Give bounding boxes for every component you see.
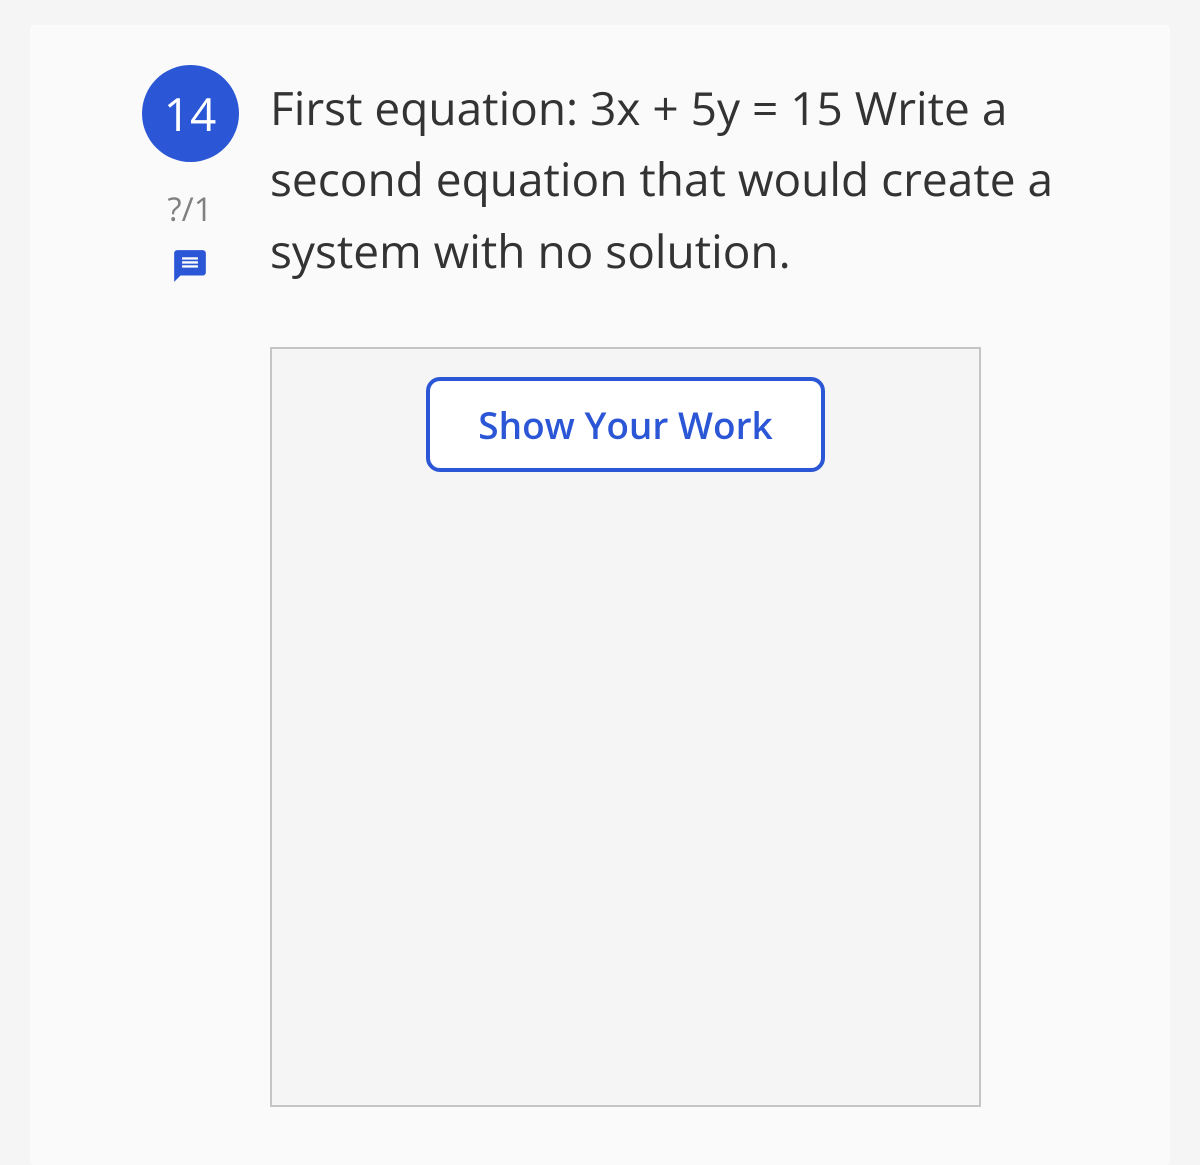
question-content-column: First equation: 3x + 5y = 15 Write a sec… bbox=[270, 65, 1110, 1107]
question-number: 14 bbox=[164, 83, 217, 145]
question-text: First equation: 3x + 5y = 15 Write a sec… bbox=[270, 73, 1110, 287]
question-card: 14 ?/1 First equation: 3x + 5y = 15 Writ… bbox=[30, 25, 1170, 1165]
question-number-badge: 14 bbox=[142, 65, 239, 162]
question-score: ?/1 bbox=[167, 186, 212, 231]
work-area[interactable]: Show Your Work bbox=[270, 347, 981, 1107]
question-container: 14 ?/1 First equation: 3x + 5y = 15 Writ… bbox=[140, 65, 1110, 1107]
show-work-button[interactable]: Show Your Work bbox=[426, 377, 825, 472]
question-meta-column: 14 ?/1 bbox=[140, 65, 240, 1107]
chat-icon[interactable] bbox=[171, 247, 209, 290]
